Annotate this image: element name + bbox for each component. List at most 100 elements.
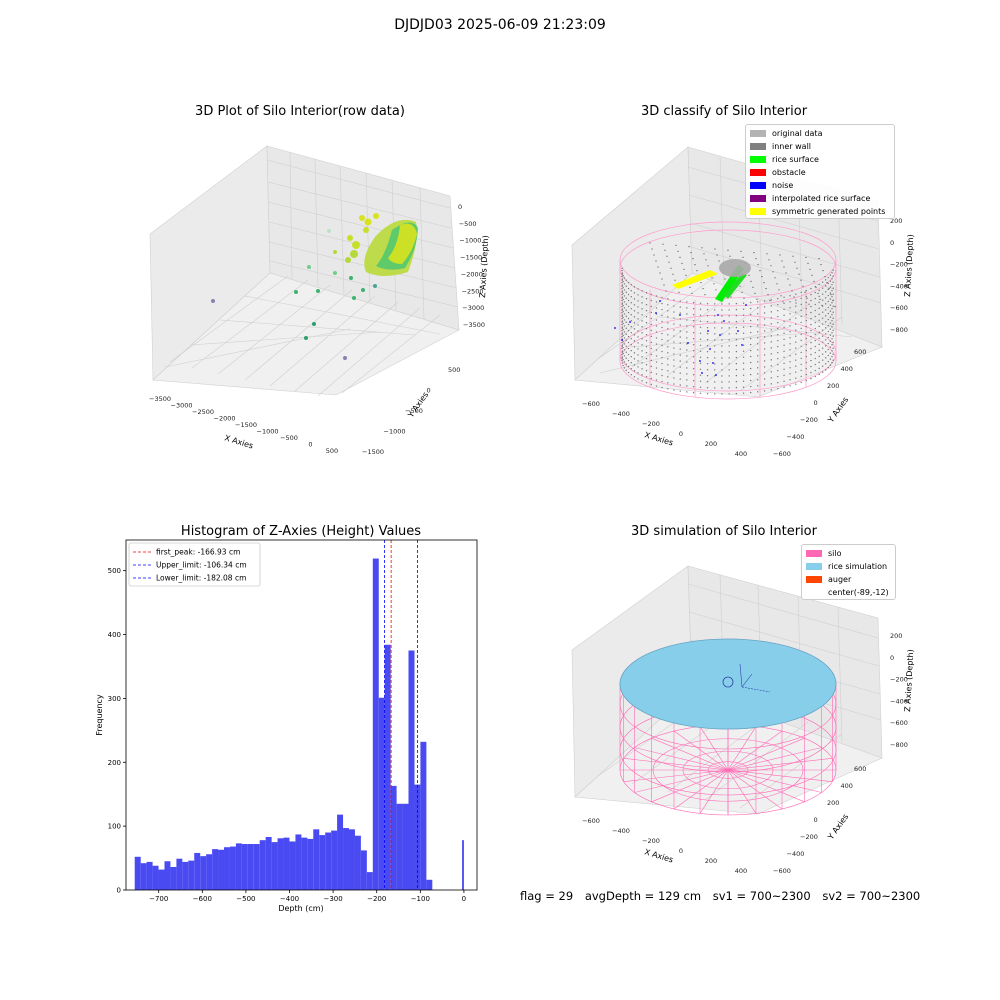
wall-point	[699, 350, 702, 352]
wall-point	[805, 355, 807, 358]
histogram-bar	[396, 803, 403, 890]
wall-point	[814, 315, 816, 318]
wall-point	[735, 308, 738, 311]
wall-point	[650, 329, 653, 332]
wall-point	[829, 358, 832, 360]
wall-point	[699, 356, 702, 358]
wall-point	[829, 328, 832, 330]
wall-point	[661, 350, 663, 353]
wall-point	[814, 363, 816, 366]
wall-point	[650, 383, 653, 386]
wall-point	[679, 348, 681, 350]
wall-point	[625, 291, 627, 293]
wall-point	[805, 295, 807, 298]
wall-point	[699, 302, 702, 304]
wall-point	[827, 330, 829, 333]
surface-point	[653, 254, 655, 256]
wall-point	[728, 339, 730, 341]
wall-point	[621, 350, 624, 352]
wall-point	[777, 357, 779, 360]
status-footer: flag = 29 avgDepth = 129 cm sv1 = 700~23…	[520, 889, 928, 903]
legend-entry: inner wall	[750, 141, 811, 152]
histogram-bar	[325, 832, 332, 890]
wall-point	[621, 273, 623, 275]
wall-point	[667, 388, 669, 390]
wall-point	[763, 384, 766, 386]
wall-point	[757, 361, 759, 363]
wall-point	[630, 344, 632, 346]
silo-spoke	[727, 758, 833, 771]
surface-point	[805, 256, 807, 258]
wall-point	[728, 369, 730, 371]
wall-point	[692, 386, 695, 388]
wall-point	[818, 361, 820, 364]
wall-point	[714, 357, 716, 359]
wall-point	[800, 345, 802, 348]
wall-point	[789, 313, 791, 315]
y-tick-label: 500	[448, 366, 460, 374]
histogram-bar	[218, 849, 225, 890]
wall-point	[661, 356, 663, 359]
wall-point	[627, 353, 630, 356]
wall-point	[777, 381, 779, 384]
y-tick-label: −600	[773, 867, 791, 875]
wall-point	[735, 350, 738, 353]
y-tick-label: 600	[854, 348, 866, 356]
wall-point	[641, 380, 643, 382]
legend-entry: silo	[806, 548, 842, 559]
wall-point	[655, 301, 658, 303]
noise-point	[712, 362, 714, 364]
wall-point	[831, 284, 833, 286]
histogram-bar	[212, 849, 219, 890]
wall-point	[728, 321, 730, 323]
x-tick-label: 0	[462, 895, 466, 903]
raw-y-label: Y Axies	[406, 390, 431, 420]
wall-point	[824, 339, 827, 341]
wall-point	[757, 319, 759, 321]
wall-point	[633, 310, 636, 312]
wall-point	[699, 314, 702, 316]
wall-point	[621, 320, 624, 322]
surface-point	[795, 302, 797, 304]
surface-point	[755, 258, 757, 260]
surface-point	[791, 290, 793, 292]
wall-point	[805, 325, 807, 328]
wall-point	[783, 356, 785, 358]
wall-point	[818, 337, 820, 340]
wall-point	[789, 385, 791, 387]
surface-point	[781, 260, 783, 262]
wall-point	[621, 281, 623, 284]
surface-point	[807, 262, 809, 264]
surface-point	[820, 264, 822, 266]
wall-point	[641, 374, 643, 376]
wall-point	[829, 292, 832, 294]
z-tick-label: 0	[890, 239, 894, 247]
surface-point	[759, 270, 761, 272]
wall-point	[735, 380, 738, 383]
wall-point	[621, 315, 623, 317]
wall-point	[763, 354, 766, 356]
wall-point	[655, 355, 658, 357]
wall-point	[714, 315, 716, 317]
wall-point	[721, 375, 723, 377]
wall-point	[625, 315, 627, 317]
z-tick-label: −1000	[459, 237, 481, 245]
surface-point	[765, 288, 767, 290]
wall-point	[686, 307, 688, 309]
surface-point	[659, 272, 661, 274]
noise-point	[745, 304, 747, 306]
wall-point	[770, 341, 772, 343]
surface-point	[665, 290, 667, 292]
wall-point	[831, 272, 833, 274]
wall-point	[623, 289, 626, 291]
wall-point	[667, 328, 669, 330]
wall-point	[831, 344, 833, 346]
surface-point	[657, 266, 659, 268]
legend-label: interpolated rice surface	[772, 194, 871, 203]
surface-point	[769, 300, 771, 302]
surface-point	[748, 274, 750, 276]
wall-point	[622, 316, 624, 319]
wall-point	[810, 335, 812, 338]
noise-points	[614, 300, 747, 376]
wall-point	[706, 386, 709, 389]
